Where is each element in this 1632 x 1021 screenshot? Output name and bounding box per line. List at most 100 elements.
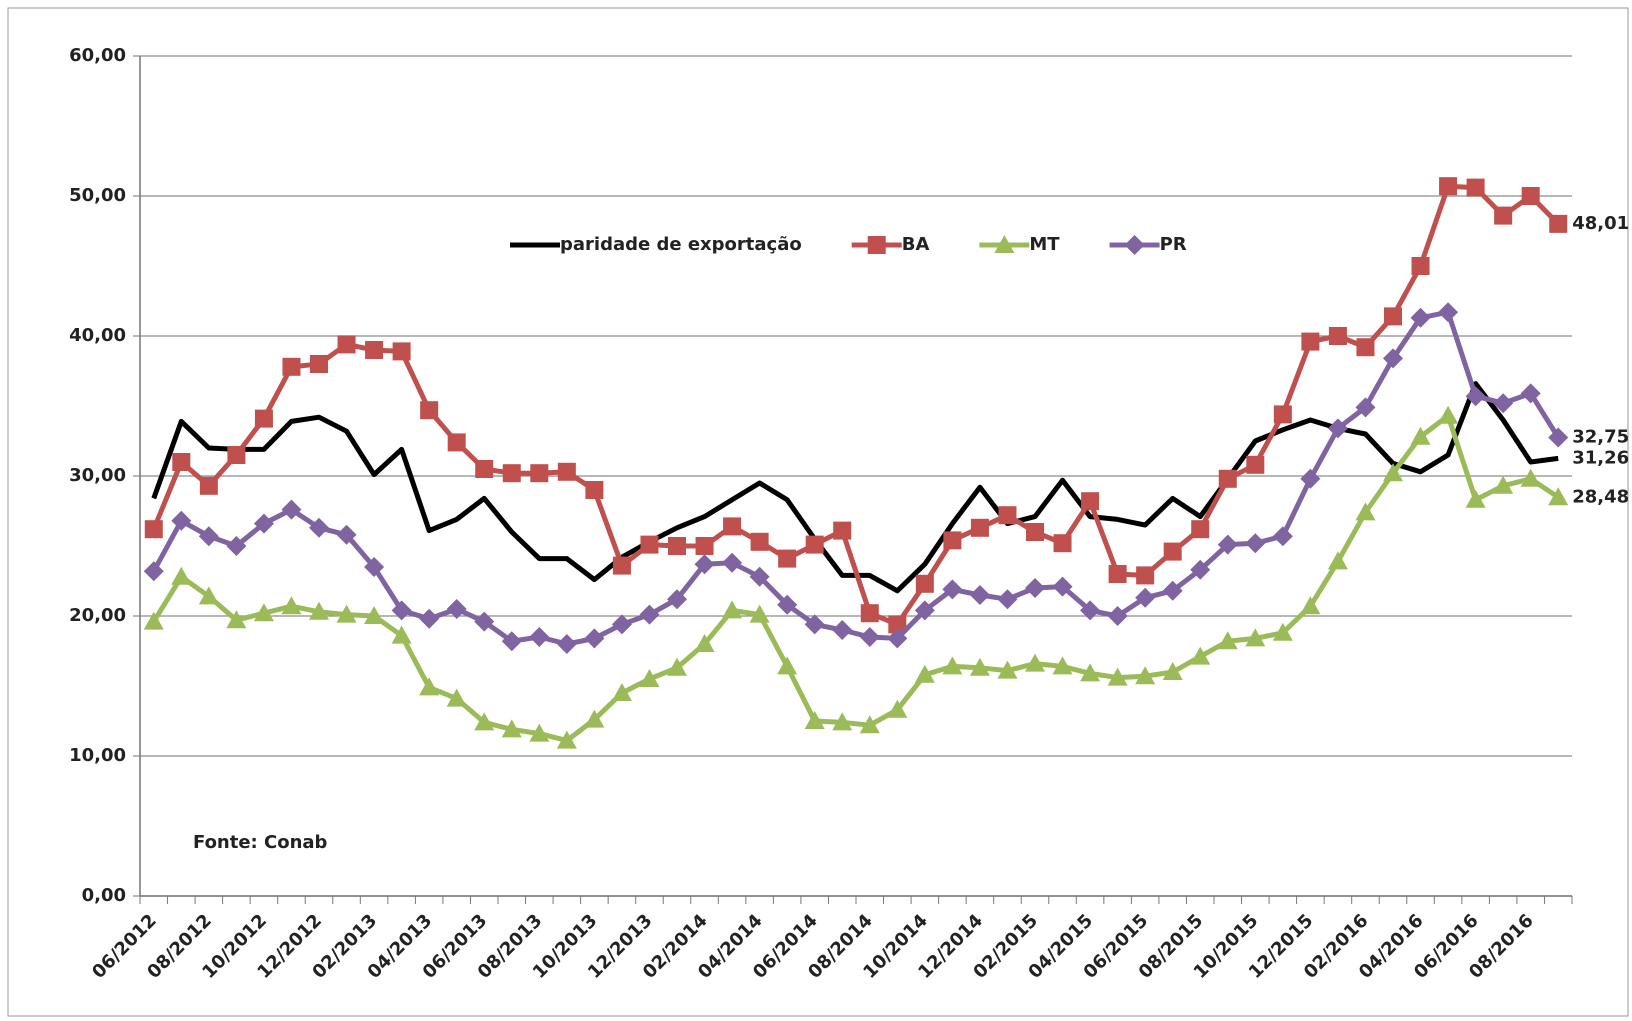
marker bbox=[612, 556, 631, 575]
marker bbox=[804, 614, 825, 635]
marker bbox=[530, 464, 549, 483]
marker bbox=[1217, 631, 1238, 650]
marker bbox=[1107, 667, 1128, 686]
marker bbox=[446, 599, 467, 619]
marker bbox=[611, 614, 632, 635]
marker bbox=[584, 628, 605, 649]
marker bbox=[336, 524, 357, 545]
series bbox=[144, 177, 1568, 634]
marker bbox=[446, 688, 467, 707]
marker bbox=[1107, 606, 1128, 626]
marker bbox=[1053, 534, 1072, 553]
marker bbox=[1025, 653, 1045, 672]
marker bbox=[1108, 565, 1127, 583]
series bbox=[143, 302, 1569, 654]
marker bbox=[282, 357, 301, 376]
marker bbox=[749, 566, 770, 587]
marker bbox=[364, 557, 385, 577]
marker bbox=[227, 446, 246, 464]
marker bbox=[915, 574, 934, 593]
marker bbox=[198, 526, 219, 547]
marker bbox=[1439, 177, 1458, 196]
marker bbox=[1191, 520, 1210, 539]
marker bbox=[914, 664, 935, 683]
marker bbox=[501, 719, 522, 738]
marker bbox=[475, 460, 494, 478]
marker bbox=[529, 723, 550, 742]
marker bbox=[309, 517, 329, 538]
marker bbox=[1410, 426, 1431, 445]
y-tick-label: 10,00 bbox=[69, 745, 126, 766]
marker bbox=[1052, 656, 1073, 675]
chart-frame bbox=[7, 7, 1629, 1017]
marker bbox=[1494, 206, 1513, 225]
marker bbox=[1272, 526, 1293, 547]
marker bbox=[1355, 502, 1376, 521]
marker bbox=[1410, 307, 1431, 328]
marker bbox=[1162, 662, 1183, 680]
marker bbox=[226, 536, 247, 556]
marker bbox=[722, 600, 743, 619]
marker bbox=[969, 585, 990, 605]
marker bbox=[1328, 327, 1347, 345]
marker bbox=[1124, 235, 1145, 255]
marker bbox=[1190, 559, 1211, 580]
marker bbox=[1549, 214, 1568, 233]
marker bbox=[1163, 542, 1182, 561]
marker bbox=[723, 517, 742, 536]
marker bbox=[611, 683, 632, 701]
marker bbox=[529, 627, 550, 647]
marker bbox=[639, 604, 660, 625]
marker bbox=[1383, 348, 1403, 369]
marker bbox=[198, 586, 219, 605]
marker bbox=[419, 677, 440, 696]
marker bbox=[1327, 418, 1348, 439]
marker bbox=[969, 657, 990, 676]
legend-label: PR bbox=[1160, 234, 1187, 255]
marker bbox=[1327, 551, 1348, 570]
marker bbox=[144, 520, 163, 539]
marker bbox=[1273, 405, 1292, 424]
marker bbox=[1301, 332, 1320, 351]
marker bbox=[942, 579, 963, 600]
marker bbox=[171, 566, 192, 585]
marker bbox=[694, 634, 715, 652]
marker bbox=[640, 535, 659, 554]
marker bbox=[1520, 383, 1541, 404]
marker bbox=[1081, 492, 1100, 511]
marker bbox=[1438, 302, 1459, 323]
marker bbox=[143, 561, 164, 582]
marker bbox=[639, 669, 660, 687]
annotation: Fonte: Conab bbox=[193, 832, 328, 853]
data-label: 31,26 bbox=[1572, 447, 1629, 468]
marker bbox=[997, 589, 1018, 610]
marker bbox=[1135, 587, 1156, 608]
marker bbox=[501, 631, 522, 652]
line bbox=[151, 413, 1560, 744]
marker bbox=[859, 715, 880, 734]
marker bbox=[199, 476, 218, 495]
marker bbox=[694, 554, 715, 575]
marker bbox=[1245, 628, 1266, 647]
marker bbox=[887, 628, 908, 649]
data-label: 32,75 bbox=[1572, 427, 1629, 448]
marker bbox=[777, 594, 798, 615]
y-tick-label: 60,00 bbox=[69, 45, 126, 66]
legend-label: paridade de exportação bbox=[560, 234, 802, 255]
marker bbox=[750, 532, 769, 551]
marker bbox=[667, 589, 687, 610]
marker bbox=[1465, 386, 1486, 407]
marker bbox=[1162, 580, 1183, 601]
y-tick-label: 0,00 bbox=[82, 885, 126, 906]
marker bbox=[281, 499, 302, 520]
marker bbox=[1217, 534, 1238, 555]
marker bbox=[420, 401, 439, 420]
marker bbox=[337, 335, 356, 354]
marker bbox=[1548, 487, 1569, 506]
marker bbox=[1026, 523, 1044, 541]
marker bbox=[1136, 566, 1155, 585]
marker bbox=[860, 604, 879, 623]
data-label: 28,48 bbox=[1572, 486, 1629, 507]
marker bbox=[1218, 469, 1237, 488]
marker bbox=[1052, 576, 1073, 597]
